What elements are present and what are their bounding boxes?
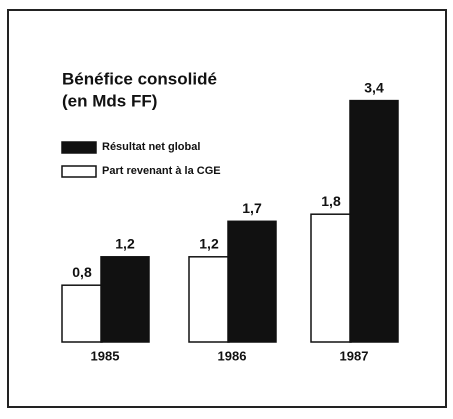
x-tick-label: 1985 bbox=[91, 348, 120, 363]
bar bbox=[227, 220, 277, 343]
legend-label: Part revenant à la CGE bbox=[102, 165, 221, 177]
chart-subtitle: (en Mds FF) bbox=[62, 91, 157, 110]
bar bbox=[188, 256, 230, 343]
bar bbox=[349, 99, 399, 343]
value-label: 1,2 bbox=[199, 236, 219, 252]
value-label: 1,7 bbox=[242, 200, 262, 216]
legend-label: Résultat net global bbox=[102, 141, 200, 153]
x-tick-label: 1987 bbox=[340, 348, 369, 363]
frame bbox=[7, 9, 447, 408]
value-label: 1,8 bbox=[321, 193, 341, 209]
value-label: 3,4 bbox=[364, 79, 384, 95]
chart-title: Bénéfice consolidé bbox=[62, 69, 217, 88]
value-label: 1,2 bbox=[115, 236, 135, 252]
bar bbox=[61, 284, 103, 343]
legend-swatch bbox=[61, 165, 97, 178]
legend-swatch bbox=[61, 141, 97, 154]
bar bbox=[310, 213, 352, 343]
value-label: 0,8 bbox=[72, 264, 92, 280]
x-tick-label: 1986 bbox=[218, 348, 247, 363]
bar bbox=[100, 256, 150, 343]
